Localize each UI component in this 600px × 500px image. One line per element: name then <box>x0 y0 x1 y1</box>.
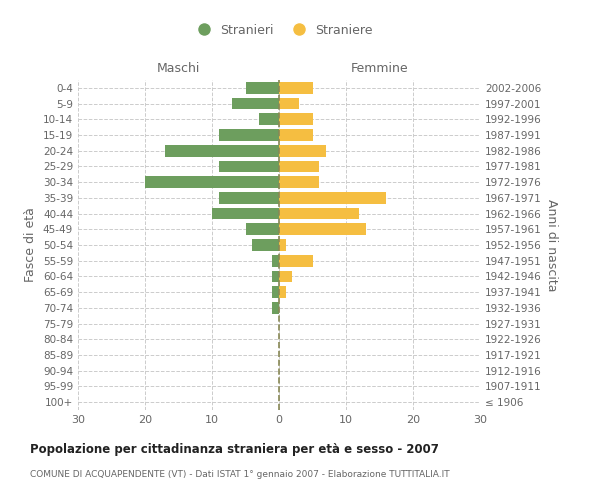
Bar <box>272 286 279 298</box>
Bar <box>279 255 313 266</box>
Bar <box>279 224 366 235</box>
Text: Popolazione per cittadinanza straniera per età e sesso - 2007: Popolazione per cittadinanza straniera p… <box>30 442 439 456</box>
Bar <box>218 160 279 172</box>
Bar <box>218 129 279 141</box>
Bar <box>272 255 279 266</box>
Bar <box>232 98 279 110</box>
Bar <box>259 114 279 125</box>
Bar <box>272 302 279 314</box>
Text: COMUNE DI ACQUAPENDENTE (VT) - Dati ISTAT 1° gennaio 2007 - Elaborazione TUTTITA: COMUNE DI ACQUAPENDENTE (VT) - Dati ISTA… <box>30 470 449 479</box>
Bar <box>279 82 313 94</box>
Bar <box>279 145 326 156</box>
Bar <box>165 145 279 156</box>
Bar <box>279 239 286 251</box>
Legend: Stranieri, Straniere: Stranieri, Straniere <box>187 18 377 42</box>
Bar <box>279 160 319 172</box>
Bar <box>279 129 313 141</box>
Bar <box>245 224 279 235</box>
Bar <box>252 239 279 251</box>
Bar <box>279 192 386 204</box>
Y-axis label: Fasce di età: Fasce di età <box>25 208 37 282</box>
Bar <box>279 176 319 188</box>
Bar <box>279 98 299 110</box>
Bar <box>212 208 279 220</box>
Text: Femmine: Femmine <box>350 62 409 76</box>
Y-axis label: Anni di nascita: Anni di nascita <box>545 198 558 291</box>
Bar <box>272 270 279 282</box>
Text: Maschi: Maschi <box>157 62 200 76</box>
Bar <box>245 82 279 94</box>
Bar <box>145 176 279 188</box>
Bar <box>279 286 286 298</box>
Bar <box>279 114 313 125</box>
Bar <box>218 192 279 204</box>
Bar <box>279 208 359 220</box>
Bar <box>279 270 292 282</box>
